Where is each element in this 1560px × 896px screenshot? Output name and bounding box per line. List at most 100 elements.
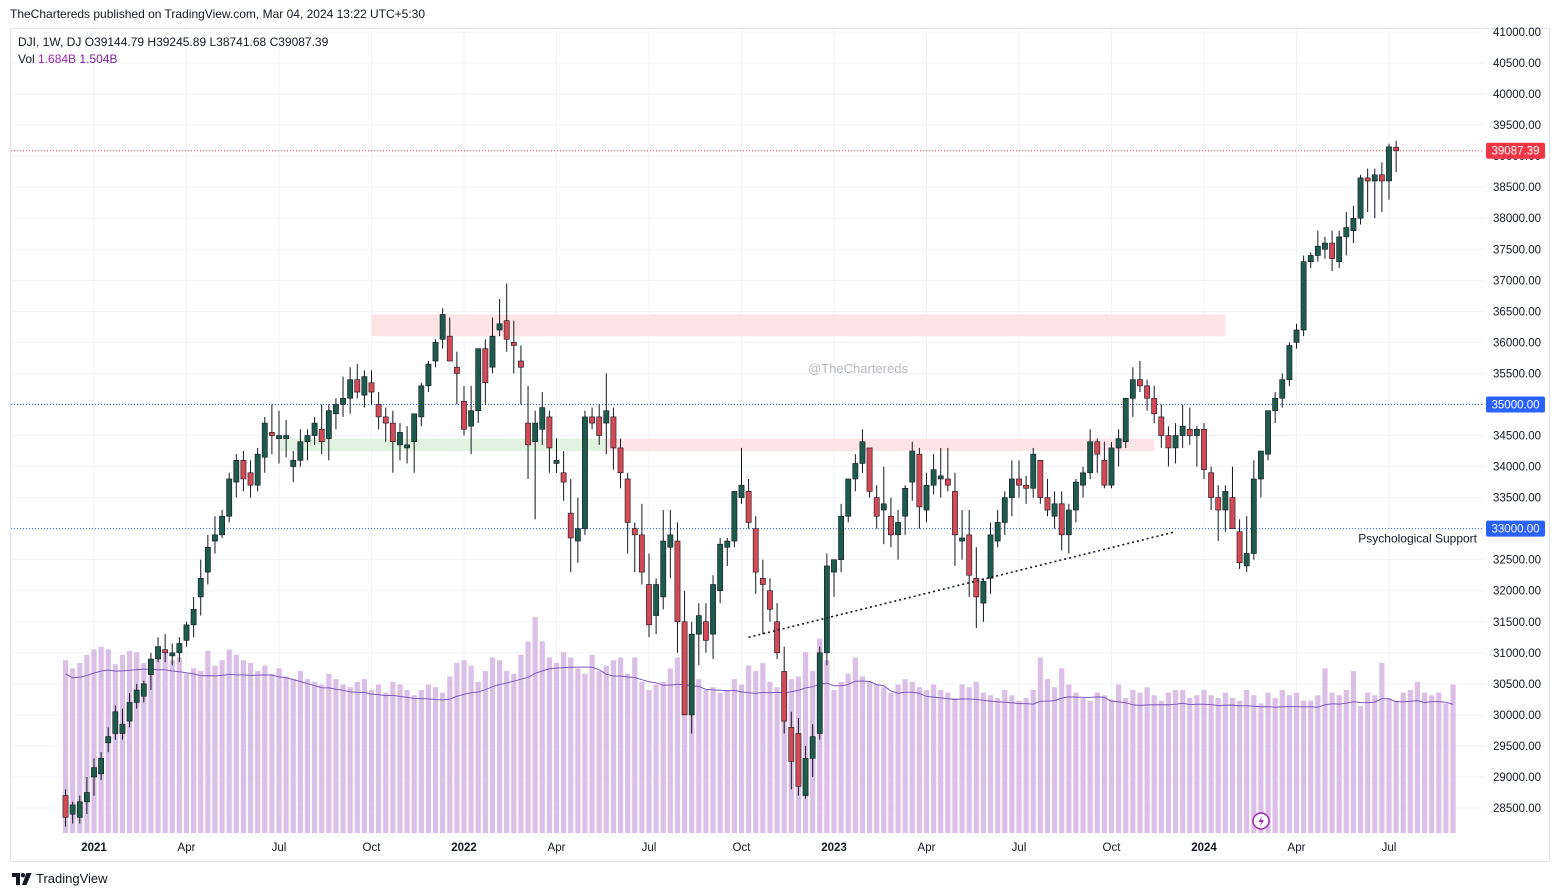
candle-body (247, 472, 254, 486)
candle-body (1037, 460, 1044, 498)
candle-body (1016, 478, 1022, 486)
volume-bar (489, 657, 496, 833)
candle-body (966, 534, 973, 576)
volume-bar (539, 641, 545, 833)
candle-body (688, 633, 695, 716)
candle-body (1137, 379, 1143, 387)
candle-body (681, 621, 688, 716)
candle-body (873, 497, 880, 517)
candle-body (646, 584, 652, 626)
candle-body (1357, 177, 1364, 219)
volume-bar (973, 681, 979, 833)
volume-bar (390, 681, 396, 833)
candle-body (589, 416, 595, 424)
volume-bar (1073, 692, 1079, 833)
candle-body (1044, 497, 1051, 511)
candle-body (1279, 379, 1286, 399)
candle-body (240, 460, 247, 480)
flash-icon[interactable] (1252, 812, 1270, 830)
tradingview-logo-icon (12, 872, 32, 885)
candle-body (923, 484, 930, 511)
volume-bar (1258, 703, 1264, 833)
volume-bar (354, 681, 360, 833)
candle-body (62, 795, 69, 818)
volume-bar (383, 692, 389, 833)
candle-body (1236, 531, 1243, 564)
volume-bar (1407, 689, 1413, 833)
zone (279, 438, 607, 452)
candle-body (1215, 497, 1222, 511)
candle-body (83, 792, 90, 803)
candle-body (539, 407, 546, 430)
candle-body (759, 578, 766, 585)
volume-bar (525, 641, 531, 833)
volume-bar (995, 698, 1001, 833)
candle-body (980, 581, 987, 604)
y-tick-label: 34500.00 (1493, 431, 1541, 443)
volume-bar (326, 673, 332, 833)
y-tick-label: 32000.00 (1493, 586, 1541, 598)
x-axis[interactable]: 2021 Apr Jul Oct 2022 Apr Jul Oct 2023 Apr Jul Oct 2… (81, 842, 1396, 854)
volume-bar (1393, 700, 1399, 833)
candle-body (276, 435, 282, 439)
volume-bar (959, 684, 965, 833)
candle-body (560, 472, 567, 483)
volume-bar (1051, 687, 1058, 833)
volume-bar (931, 684, 937, 833)
candle-body (816, 652, 823, 734)
candle-body (368, 382, 375, 393)
price-tag (1486, 520, 1545, 537)
ohlc-legend: DJI, 1W, DJ O39144.79 H39245.89 L38741.6… (18, 34, 328, 51)
volume-bar (1329, 692, 1335, 833)
candle-body (809, 736, 816, 759)
candle-body (1115, 438, 1122, 449)
candle-body (638, 534, 645, 573)
candle-body (204, 546, 211, 573)
candle-body (1165, 435, 1172, 449)
candle-body (482, 348, 489, 384)
volume-bar (247, 662, 254, 833)
volume-bar (518, 654, 524, 833)
volume-bar (895, 684, 901, 833)
trendline[interactable] (748, 530, 1176, 639)
candle-body (418, 385, 425, 418)
candle-body (268, 432, 275, 436)
candle-body (852, 463, 859, 480)
volume-bar (596, 671, 602, 833)
volume-bar (297, 671, 303, 833)
volume-bar (952, 698, 958, 833)
volume-bar (1044, 679, 1051, 833)
candle-body (76, 801, 83, 818)
volume-bar (1251, 695, 1257, 833)
candle-body (1144, 385, 1150, 399)
footer-brand[interactable]: TradingView (12, 871, 108, 886)
candle-body (845, 478, 852, 517)
volume-bar (1009, 695, 1015, 833)
candle-body (1350, 217, 1357, 231)
symbol-label[interactable]: DJI, 1W, DJ (18, 35, 82, 49)
candle-body (902, 487, 909, 517)
volume-bar (746, 665, 752, 833)
y-tick-label: 37500.00 (1493, 244, 1541, 256)
volume-bar (859, 676, 866, 833)
x-tick-label: Jul (272, 842, 287, 854)
volume-bar (454, 662, 460, 833)
volume-bar (1265, 692, 1271, 833)
volume-bar (1116, 684, 1122, 833)
volume-bar (1158, 700, 1164, 833)
volume-bar (1023, 698, 1029, 833)
volume-bar (290, 679, 296, 833)
candle-body (944, 478, 951, 486)
y-tick-label: 35500.00 (1493, 368, 1541, 380)
candle-body (290, 460, 297, 467)
volume-bar (1244, 689, 1250, 833)
candle-body (461, 401, 467, 430)
chart-frame (10, 28, 1550, 862)
volume-bar (902, 679, 908, 833)
candle-body (1179, 425, 1186, 436)
candle-body (745, 491, 752, 523)
volume-label[interactable]: Vol (18, 52, 35, 66)
zone (371, 314, 1226, 337)
x-tick-label: Apr (1288, 842, 1306, 854)
